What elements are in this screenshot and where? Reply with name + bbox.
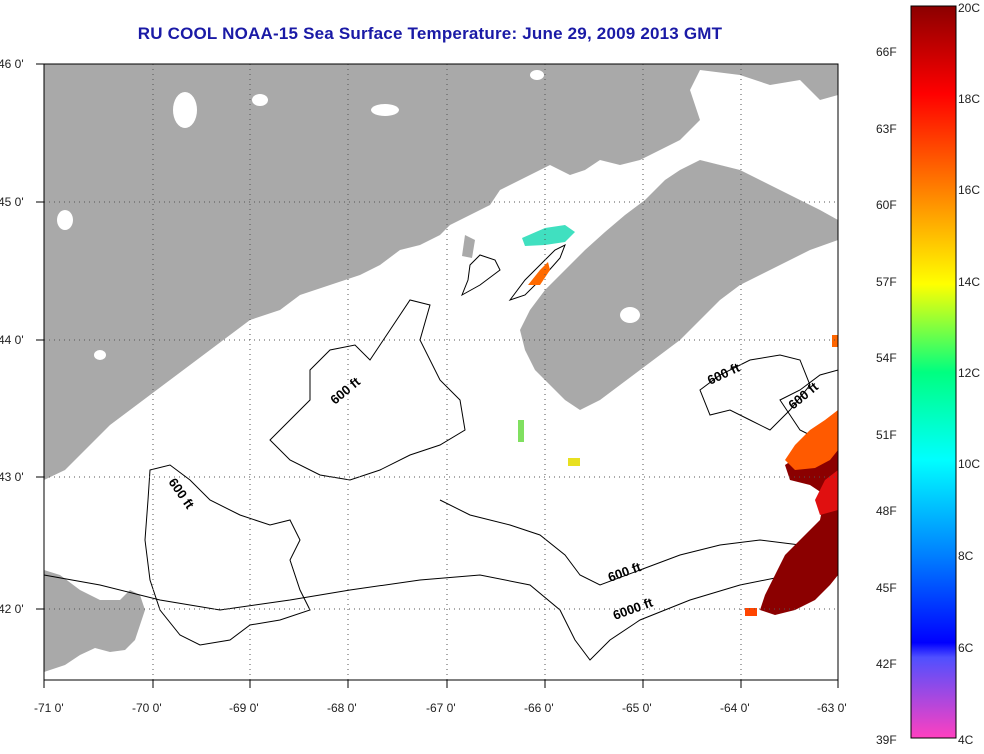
cbar-f-66: 66F <box>876 45 897 59</box>
cbar-c-6: 6C <box>958 641 974 655</box>
cbar-f-57: 57F <box>876 275 897 289</box>
sst-orange-strip <box>528 262 550 285</box>
grand-manan-island <box>462 235 475 258</box>
lon-tick-65: -65 0' <box>622 701 652 715</box>
lon-tick-64: -64 0' <box>720 701 750 715</box>
lat-tick-45: 45 0' <box>0 195 24 209</box>
lon-tick-66: -66 0' <box>524 701 554 715</box>
cbar-f-51: 51F <box>876 428 897 442</box>
lon-tick-63: -63 0' <box>817 701 847 715</box>
sst-orange-speck <box>745 608 757 616</box>
lon-tick-67: -67 0' <box>426 701 456 715</box>
lat-tick-46: 46 0' <box>0 57 24 71</box>
sst-green-speck <box>518 420 524 442</box>
cbar-c-20: 20C <box>958 1 980 15</box>
cbar-c-10: 10C <box>958 457 980 471</box>
sst-data <box>518 225 838 616</box>
cbar-f-45: 45F <box>876 581 897 595</box>
lon-tick-70: -70 0' <box>132 701 162 715</box>
cbar-f-42: 42F <box>876 657 897 671</box>
lat-tick-44: 44 0' <box>0 333 24 347</box>
colorbar-gradient <box>910 5 957 739</box>
lon-tick-69: -69 0' <box>229 701 259 715</box>
map-frame <box>43 63 839 681</box>
cbar-c-18: 18C <box>958 92 980 106</box>
sst-small-orange <box>832 335 838 347</box>
inland-lakes <box>57 70 798 360</box>
cbar-f-48: 48F <box>876 504 897 518</box>
sst-yellow-speck <box>568 458 580 466</box>
sst-warm-patch <box>760 430 838 615</box>
land-maine-nb <box>44 64 838 480</box>
cbar-c-8: 8C <box>958 549 974 563</box>
map-title: RU COOL NOAA-15 Sea Surface Temperature:… <box>137 24 723 43</box>
lat-tick-42: 42 0' <box>0 602 24 616</box>
bathymetry-contours <box>43 243 839 661</box>
tick-marks <box>36 63 839 688</box>
sst-cyan-patch <box>522 225 575 246</box>
cbar-c-4: 4C <box>958 733 974 747</box>
cbar-f-39: 39F <box>876 733 897 747</box>
cbar-f-54: 54F <box>876 351 897 365</box>
sst-red-patch <box>815 470 838 515</box>
land-masses <box>44 64 838 672</box>
lon-tick-68: -68 0' <box>327 701 357 715</box>
land-nova-scotia <box>520 160 838 410</box>
cbar-f-60: 60F <box>876 198 897 212</box>
lon-tick-71: -71 0' <box>34 701 64 715</box>
cbar-f-63: 63F <box>876 122 897 136</box>
cbar-c-12: 12C <box>958 366 980 380</box>
lat-tick-43: 43 0' <box>0 470 24 484</box>
cbar-c-16: 16C <box>958 183 980 197</box>
land-cape-cod <box>44 570 145 672</box>
sst-orange-patch <box>785 410 838 470</box>
cbar-c-14: 14C <box>958 275 980 289</box>
